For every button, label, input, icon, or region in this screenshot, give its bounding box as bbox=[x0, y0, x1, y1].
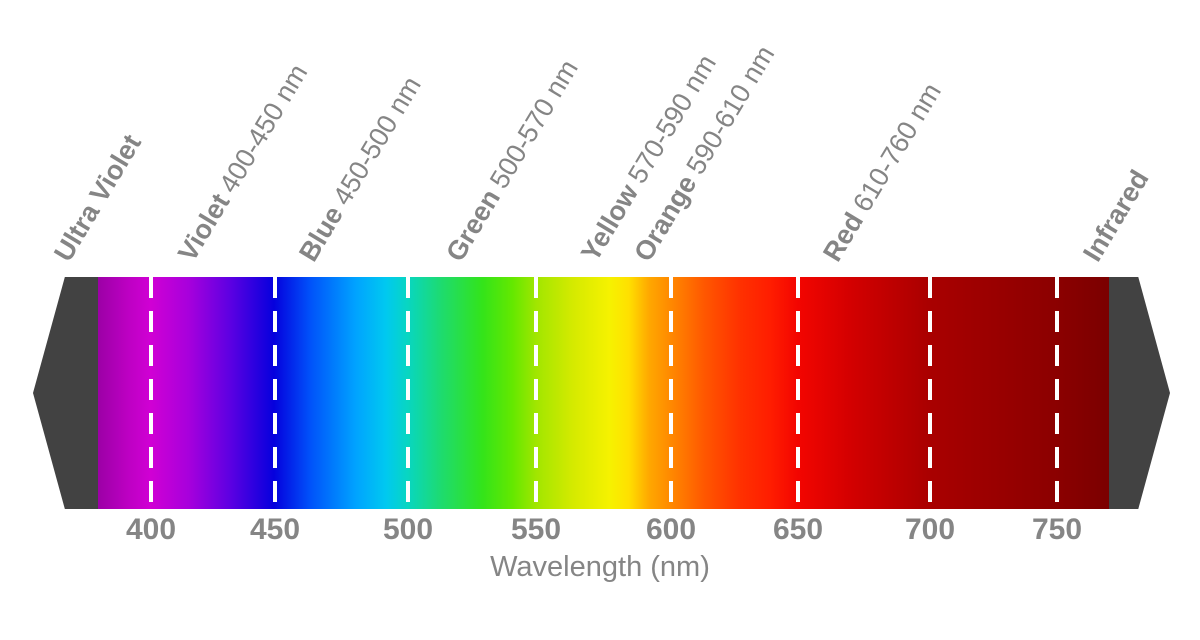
gridline-700 bbox=[928, 277, 932, 509]
tick-label-600: 600 bbox=[645, 513, 697, 546]
gridline-650 bbox=[796, 277, 800, 509]
band-name: Red bbox=[817, 207, 870, 267]
band-label-green: Green500-570 nm bbox=[440, 54, 584, 267]
band-range: 400-450 nm bbox=[213, 58, 314, 198]
band-label-red: Red610-760 nm bbox=[817, 77, 947, 267]
gridline-450 bbox=[273, 277, 277, 509]
gridline-400 bbox=[149, 277, 153, 509]
tick-label-550: 550 bbox=[510, 513, 562, 546]
band-label-violet: Violet400-450 nm bbox=[172, 58, 314, 267]
band-name: Violet bbox=[172, 188, 236, 267]
band-name: Blue bbox=[293, 200, 349, 267]
band-label-infrared: Infrared bbox=[1077, 160, 1158, 267]
tick-label-700: 700 bbox=[904, 513, 956, 546]
band-label-ultra-violet: Ultra Violet bbox=[48, 124, 150, 267]
band-range: 610-760 nm bbox=[847, 77, 947, 217]
spectrum-bar bbox=[98, 277, 1109, 509]
tick-label-400: 400 bbox=[125, 513, 177, 546]
gridline-600 bbox=[669, 277, 673, 509]
tick-label-500: 500 bbox=[382, 513, 434, 546]
tick-label-750: 750 bbox=[1031, 513, 1083, 546]
tick-label-650: 650 bbox=[772, 513, 824, 546]
axis-title: Wavelength (nm) bbox=[490, 551, 710, 583]
band-name: Infrared bbox=[1077, 164, 1155, 267]
band-range: 450-500 nm bbox=[326, 71, 427, 211]
gridline-500 bbox=[406, 277, 410, 509]
gridline-750 bbox=[1055, 277, 1059, 509]
band-label-blue: Blue450-500 nm bbox=[293, 71, 427, 267]
band-range: 500-570 nm bbox=[483, 54, 584, 194]
ir-end-cap-arrow bbox=[1109, 277, 1170, 509]
uv-end-cap-arrow bbox=[33, 277, 98, 509]
band-name: Ultra Violet bbox=[48, 129, 148, 267]
band-name: Green bbox=[440, 184, 507, 267]
tick-label-450: 450 bbox=[249, 513, 301, 546]
gridline-550 bbox=[534, 277, 538, 509]
